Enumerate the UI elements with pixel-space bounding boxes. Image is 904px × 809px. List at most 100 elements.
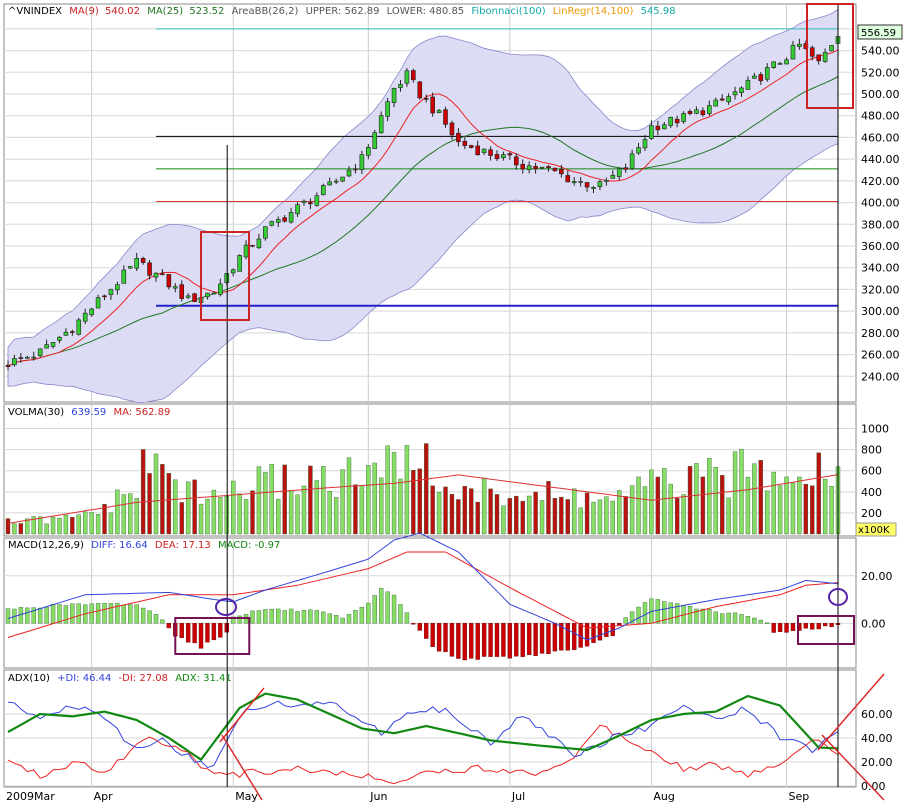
candle-body xyxy=(230,269,236,274)
x-axis-label: Aug xyxy=(653,790,674,803)
candle-body xyxy=(115,284,120,291)
macd-hist-bar xyxy=(288,608,294,624)
price-tick-label: 520.00 xyxy=(861,66,900,79)
macd-tick-label: 0.00 xyxy=(861,617,886,630)
volume-bar xyxy=(771,471,776,535)
volume-bar xyxy=(121,494,127,535)
candle-body xyxy=(578,181,583,183)
candle-body xyxy=(488,149,493,156)
macd-hist-bar xyxy=(745,616,751,624)
candle-body xyxy=(192,293,197,302)
mdi-label: -DI: xyxy=(119,673,137,684)
macd-hist-bar xyxy=(385,591,390,624)
candle-body xyxy=(591,187,596,189)
candle-body xyxy=(243,244,249,258)
candle-body xyxy=(809,47,815,57)
volume-bar xyxy=(205,498,210,535)
volume-bar xyxy=(366,465,371,535)
linreg-label: LinRegr(14,100) xyxy=(553,6,634,17)
volume-bar xyxy=(449,494,455,535)
candle-body xyxy=(616,168,622,177)
adx-trendline-up-sep xyxy=(817,673,885,751)
volume-bar xyxy=(777,485,783,535)
price-tick-label: 400.00 xyxy=(861,197,900,210)
macd-hist-bar xyxy=(449,623,455,657)
candle-body xyxy=(12,358,17,366)
candle-body xyxy=(745,79,751,90)
candle-body xyxy=(398,84,403,88)
volume-bar xyxy=(76,514,81,535)
volume-bar xyxy=(108,512,114,535)
axis-labels: 240.00 260.00 280.00 300.00 320.00 340.00 360.… xyxy=(6,23,900,803)
candle-body xyxy=(732,91,738,96)
macd-hist-bar xyxy=(411,623,416,625)
candle-body xyxy=(700,110,706,116)
volume-bar xyxy=(18,523,24,535)
macd-hist-bar xyxy=(70,603,75,624)
macd-hist-bar xyxy=(816,623,821,630)
volume-bar xyxy=(321,466,326,535)
macd-hist-bar xyxy=(372,595,377,624)
candle-body xyxy=(18,357,24,359)
horizontal-levels xyxy=(155,28,838,307)
adx-value: 31.41 xyxy=(203,673,232,684)
macd-hist-bar xyxy=(417,623,422,631)
volume-bar xyxy=(63,514,69,535)
volume-bar xyxy=(140,449,146,535)
macd-hist-bar xyxy=(597,623,603,641)
volume-bar xyxy=(636,476,641,535)
candle-body xyxy=(507,153,513,156)
candle-body xyxy=(263,226,268,239)
volume-bar xyxy=(282,464,287,535)
macd-hist-bar xyxy=(276,608,281,624)
candle-body xyxy=(340,176,345,182)
candle-body xyxy=(584,182,590,188)
macd-diff-line xyxy=(7,532,839,641)
x-axis-label: May xyxy=(235,790,258,803)
volume-bar xyxy=(160,464,165,535)
volume-bar xyxy=(134,498,139,535)
volume-bar xyxy=(700,476,706,535)
macd-hist-bar xyxy=(153,614,159,624)
candle-body xyxy=(777,63,783,65)
macd-series xyxy=(5,532,841,661)
candle-body xyxy=(494,154,500,160)
ma9-label: MA(9) xyxy=(69,6,99,17)
candle-body xyxy=(822,52,828,62)
volume-bar xyxy=(539,500,545,535)
macd-hist-bar xyxy=(784,623,789,633)
volume-bar xyxy=(674,498,680,535)
volume-bar xyxy=(752,463,757,535)
price-tick-label: 360.00 xyxy=(861,240,900,253)
volume-bar xyxy=(610,500,616,535)
candle-body xyxy=(385,101,390,117)
price-tick-label: 280.00 xyxy=(861,327,900,340)
volume-bar xyxy=(57,517,62,535)
volume-bar xyxy=(269,464,274,535)
macd-hist-bar xyxy=(192,623,197,644)
candle-body xyxy=(31,356,37,359)
volume-bar xyxy=(687,466,693,535)
price-header: ^VNINDEX MA(9) 540.02 MA(25) 523.52 Area… xyxy=(8,6,676,17)
candle-body xyxy=(275,219,281,223)
volume-bar xyxy=(237,493,242,535)
candle-body xyxy=(829,45,834,52)
macd-hist-bar xyxy=(694,608,699,624)
candle-body xyxy=(37,348,43,356)
macd-hist-bar xyxy=(128,604,133,624)
volume-bar xyxy=(559,496,564,535)
macd-hist-bar xyxy=(494,623,500,657)
candle-body xyxy=(121,269,127,284)
volume-bar xyxy=(584,492,590,535)
adx-tick-label: 20.00 xyxy=(861,756,893,769)
ma25-value: 523.52 xyxy=(189,6,224,17)
candle-body xyxy=(95,297,101,309)
volume-bar xyxy=(533,491,538,535)
candle-body xyxy=(359,154,365,170)
candle-body xyxy=(707,105,712,114)
macd-hist-bar xyxy=(765,622,770,625)
volume-bar xyxy=(391,452,397,535)
price-tick-label: 320.00 xyxy=(861,283,900,296)
macd-hist-bar xyxy=(584,623,590,647)
